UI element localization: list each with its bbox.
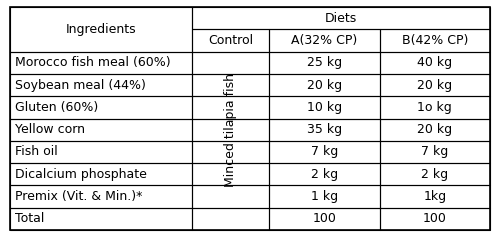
Text: A(32% CP): A(32% CP): [292, 34, 358, 47]
Bar: [380, 141, 490, 163]
Text: 2 kg: 2 kg: [311, 168, 338, 181]
Text: 1o kg: 1o kg: [418, 101, 452, 114]
Bar: [380, 118, 490, 141]
Text: Gluten (60%): Gluten (60%): [15, 101, 98, 114]
Bar: [269, 29, 380, 52]
Bar: [192, 74, 269, 96]
Bar: [269, 52, 380, 74]
Bar: [10, 163, 192, 185]
Bar: [10, 208, 192, 230]
Bar: [10, 141, 192, 163]
Bar: [10, 96, 192, 118]
Text: 1 kg: 1 kg: [311, 190, 338, 203]
Text: 1kg: 1kg: [423, 190, 446, 203]
Bar: [380, 185, 490, 208]
Text: 20 kg: 20 kg: [417, 123, 452, 136]
Text: Ingredients: Ingredients: [66, 23, 136, 36]
Text: Control: Control: [208, 34, 254, 47]
Text: Soybean meal (44%): Soybean meal (44%): [15, 79, 146, 91]
Text: 25 kg: 25 kg: [307, 56, 342, 69]
Text: 100: 100: [423, 212, 446, 225]
Text: 20 kg: 20 kg: [307, 79, 342, 91]
Text: Premix (Vit. & Min.)*: Premix (Vit. & Min.)*: [15, 190, 142, 203]
Bar: [10, 52, 192, 74]
Bar: [192, 208, 269, 230]
Text: 7 kg: 7 kg: [421, 146, 448, 158]
Bar: [269, 185, 380, 208]
Bar: [269, 163, 380, 185]
Bar: [380, 208, 490, 230]
Text: Yellow corn: Yellow corn: [15, 123, 85, 136]
Bar: [380, 96, 490, 118]
Text: 7 kg: 7 kg: [311, 146, 338, 158]
Bar: [192, 7, 490, 29]
Bar: [269, 208, 380, 230]
Text: Dicalcium phosphate: Dicalcium phosphate: [15, 168, 147, 181]
Bar: [10, 118, 192, 141]
Text: 40 kg: 40 kg: [417, 56, 452, 69]
Text: Minced tilapia fish: Minced tilapia fish: [224, 73, 237, 187]
Bar: [269, 96, 380, 118]
Bar: [269, 118, 380, 141]
Bar: [192, 141, 269, 163]
Bar: [380, 74, 490, 96]
Bar: [10, 7, 192, 52]
Text: Fish oil: Fish oil: [15, 146, 58, 158]
Bar: [192, 185, 269, 208]
Bar: [269, 74, 380, 96]
Bar: [10, 185, 192, 208]
Bar: [192, 118, 269, 141]
Bar: [380, 29, 490, 52]
Bar: [192, 163, 269, 185]
Bar: [269, 141, 380, 163]
Text: 20 kg: 20 kg: [417, 79, 452, 91]
Text: Morocco fish meal (60%): Morocco fish meal (60%): [15, 56, 171, 69]
Text: Diets: Diets: [325, 12, 358, 25]
Text: 10 kg: 10 kg: [307, 101, 342, 114]
Bar: [380, 163, 490, 185]
Bar: [10, 74, 192, 96]
Text: 100: 100: [312, 212, 336, 225]
Text: 2 kg: 2 kg: [421, 168, 448, 181]
Text: 35 kg: 35 kg: [307, 123, 342, 136]
Text: Total: Total: [15, 212, 44, 225]
Bar: [380, 52, 490, 74]
Bar: [192, 52, 269, 74]
Bar: [192, 29, 269, 52]
Text: B(42% CP): B(42% CP): [402, 34, 468, 47]
Bar: [192, 96, 269, 118]
